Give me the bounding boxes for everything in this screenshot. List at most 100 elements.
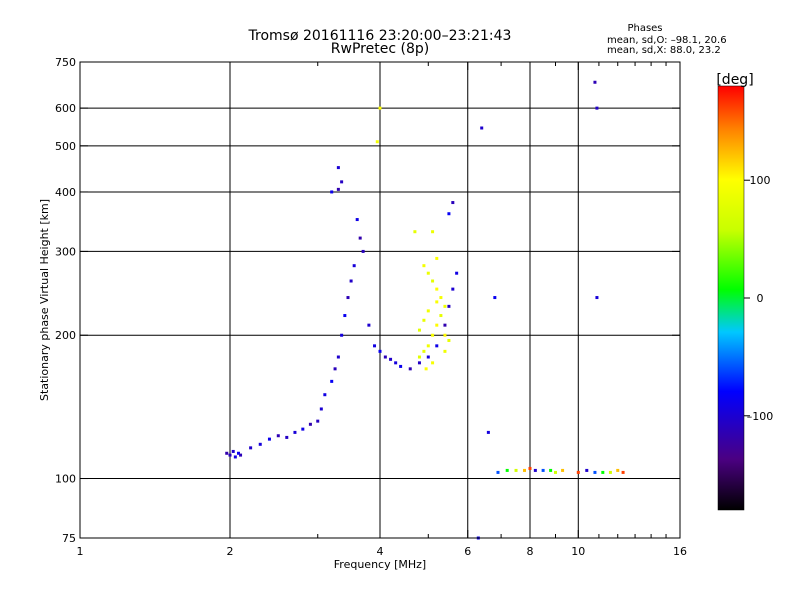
y-tick-label: 75 [62,532,76,545]
scatter-point [435,323,439,327]
y-tick-label: 100 [55,473,76,486]
scatter-point [616,468,620,472]
scatter-point [361,249,365,253]
scatter-point [528,466,532,470]
axis-ticks: 1 2 4 6 8 10 16 75 100 200 300 400 500 600 750 [55,56,687,558]
scatter-point [493,296,497,300]
scatter-point [394,361,398,365]
x-tick-label: 6 [464,545,471,558]
scatter-point [417,355,421,359]
x-axis-title: Frequency [MHz] [334,558,426,571]
scatter-point [435,344,439,348]
x-tick-label: 8 [527,545,534,558]
scatter-point [593,80,597,84]
scatter-point [505,468,509,472]
scatter-point [316,419,320,423]
series-x [375,106,451,371]
scatter-point [447,304,451,308]
scatter-point [343,314,347,318]
scatter-point [389,357,393,361]
scatter-point [431,230,435,234]
scatter-point [443,323,447,327]
chart-title: Tromsø 20161116 23:20:00–23:21:43 [248,28,512,44]
grid-lines [80,62,680,538]
scatter-point [601,470,605,474]
scatter-point [336,187,340,191]
scatter-point [336,166,340,170]
scatter-point [373,344,377,348]
scatter-point [233,455,237,459]
colorbar-tick-label: 100 [750,174,771,187]
scatter-point [349,279,353,283]
series-e-layer-trace [496,466,625,474]
scatter-point [447,212,451,216]
phases-heading: Phases [627,23,662,34]
scatter-point [443,349,447,353]
scatter-point [426,355,430,359]
scatter-point [378,349,382,353]
scatter-point [355,218,359,222]
scatter-point [333,367,337,371]
scatter-point [595,106,599,110]
series-o [225,80,599,540]
scatter-point [378,106,382,110]
scatter-point [358,236,362,240]
scatter-point [330,379,334,383]
x-tick-label: 10 [571,545,585,558]
phases-o-line: mean, sd,O: –98.1, 20.6 [607,35,727,46]
scatter-point [293,430,297,434]
colorbar-tick-label: –100 [747,410,774,423]
scatter-point [408,367,412,371]
scatter-point [301,427,305,431]
scatter-point [595,296,599,300]
scatter-point [549,468,553,472]
scatter-point [455,271,459,275]
scatter-point [523,468,527,472]
scatter-point [553,470,557,474]
y-tick-label: 600 [55,102,76,115]
y-tick-label: 300 [55,245,76,258]
colorbar-ticks: 100 0 –100 [744,174,773,423]
scatter-point [413,230,417,234]
scatter-points [225,80,625,540]
scatter-point [249,446,253,450]
scatter-point [383,355,387,359]
scatter-point [443,304,447,308]
scatter-point [399,364,403,368]
scatter-point [426,271,430,275]
chart-subtitle: RwPretec (8p) [331,41,429,57]
scatter-point [621,470,625,474]
scatter-point [561,468,565,472]
scatter-point [422,318,426,322]
scatter-point [443,333,447,337]
y-tick-label: 200 [55,329,76,342]
x-tick-label: 4 [377,545,384,558]
scatter-point [330,190,334,194]
scatter-point [486,430,490,434]
x-tick-label: 1 [77,545,84,558]
y-tick-label: 400 [55,186,76,199]
scatter-point [267,437,271,441]
scatter-point [426,309,430,313]
scatter-point [422,264,426,268]
scatter-point [585,468,589,472]
scatter-point [258,442,262,446]
scatter-point [239,453,243,457]
scatter-point [323,393,327,397]
x-tick-label: 2 [227,545,234,558]
y-tick-label: 500 [55,140,76,153]
scatter-point [541,468,545,472]
scatter-point [593,470,597,474]
scatter-point [451,201,455,205]
scatter-point [417,361,421,365]
y-axis-title: Stationary phase Virtual Height [km] [38,199,51,401]
scatter-point [426,344,430,348]
scatter-point [228,453,232,457]
scatter-point [447,338,451,342]
colorbar-tick-label: 0 [757,292,764,305]
y-tick-label: 750 [55,56,76,69]
scatter-point [422,349,426,353]
scatter-point [496,470,500,474]
scatter-point [431,333,435,337]
